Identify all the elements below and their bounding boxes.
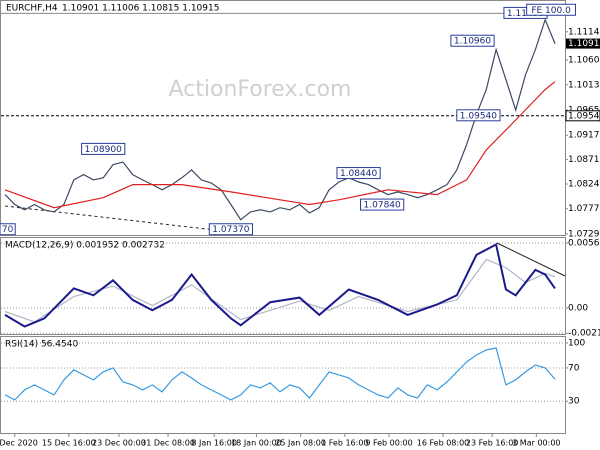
macd-panel [0, 237, 566, 335]
level-tag [565, 110, 600, 122]
annotation-box [81, 142, 126, 155]
x-tick-label: 9 Feb 00:00 [365, 439, 412, 448]
annotation-box [360, 198, 405, 211]
watermark: ActionForex.com [169, 77, 352, 102]
last-price-label: 1.10915 [568, 39, 600, 49]
y-tick-label: 1.07770 [568, 204, 600, 214]
series-line [4, 81, 556, 209]
annotation-label: 1.10960 [454, 37, 491, 47]
trendline [496, 242, 566, 277]
x-tick-label: 23 Dec 00:00 [92, 439, 146, 448]
y-tick-label: 1.10600 [568, 56, 600, 66]
rsi-panel [0, 336, 566, 434]
annotation-label: 1.07370 [212, 225, 249, 235]
annotation-label: 1.08440 [340, 169, 377, 179]
y-tick-label: 30 [568, 397, 580, 407]
x-tick-label: 31 Dec 08:00 [141, 439, 195, 448]
series-line [4, 17, 556, 221]
y-tick-label: 0.00 [568, 304, 588, 314]
annotation-label: 1.08900 [85, 145, 122, 155]
y-tick-label: 1.11140 [568, 27, 600, 37]
x-tick-label: 15 Dec 16:00 [42, 439, 96, 448]
y-tick-label: 1.07290 [568, 229, 600, 239]
y-tick-label: 1.10130 [568, 80, 600, 90]
annotation-label: FE 100.0 [531, 6, 571, 16]
x-tick-label: 1 Feb 16:00 [321, 439, 368, 448]
x-tick-label: 3 Mar 00:00 [512, 439, 560, 448]
annotation-label: 1.07840 [364, 201, 401, 211]
symbol: EURCHF,H4 [6, 4, 58, 14]
annotation-box [456, 109, 501, 122]
level-label: 1.09540 [568, 111, 600, 121]
x-tick-label: 25 Jan 08:00 [275, 439, 326, 448]
series-line [4, 243, 556, 328]
rsi-title: RSI(14) 56.4540 [5, 340, 78, 350]
annotation-label: 1.09540 [460, 111, 497, 121]
series-line [4, 347, 556, 401]
x-tick-label: 18 Jan 00:00 [231, 439, 282, 448]
y-tick-label: 70 [568, 363, 580, 373]
annotation-box [450, 34, 495, 47]
y-tick-label: -0.002185 [568, 329, 600, 339]
annotation-box [526, 3, 576, 16]
annotation-label: 1.11490 [507, 9, 544, 19]
trendline [4, 205, 216, 231]
y-tick-label: 1.08710 [568, 155, 600, 165]
ohlc: 1.10901 1.11006 1.10815 1.10915 [62, 4, 219, 14]
x-tick-label: 16 Feb 08:00 [417, 439, 469, 448]
y-tick-label: 100 [568, 338, 585, 348]
macd-title: MACD(12,26,9) 0.001952 0.002732 [5, 241, 165, 251]
y-tick-label: 0.005625 [568, 239, 600, 249]
last-price-tag [566, 38, 600, 49]
x-tick-label: 23 Feb 16:00 [466, 439, 518, 448]
annotation-box [0, 223, 16, 236]
x-tick-label: 8 Jan 16:00 [191, 439, 237, 448]
x-tick-label: 8 Dec 2020 [0, 439, 38, 448]
annotation-label: 70 [2, 225, 14, 235]
annotation-box [208, 223, 253, 236]
y-tick-label: 1.08240 [568, 180, 600, 190]
y-tick-label: 1.09170 [568, 131, 600, 141]
annotation-box [336, 167, 381, 180]
